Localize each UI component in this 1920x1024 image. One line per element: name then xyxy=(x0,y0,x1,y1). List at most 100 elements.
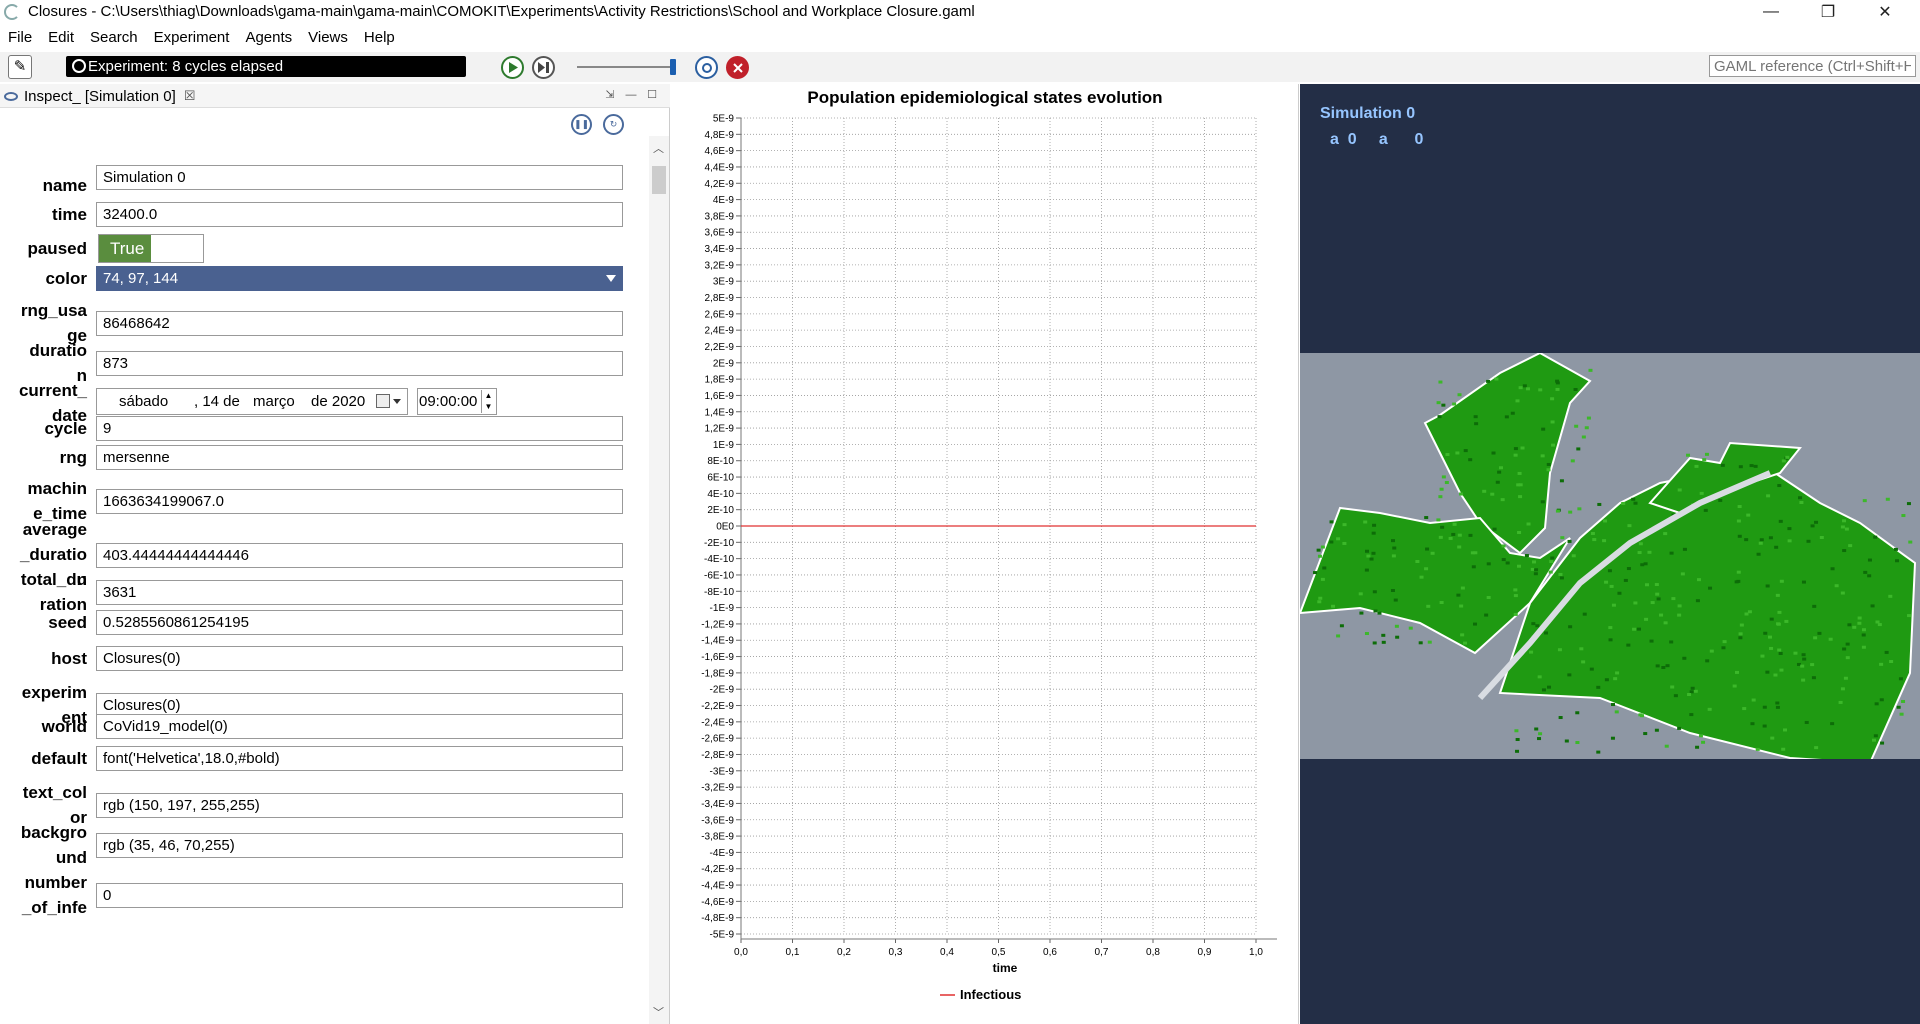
menu-edit[interactable]: Edit xyxy=(48,28,75,46)
x-axis-label: time xyxy=(993,961,1018,975)
menu-views[interactable]: Views xyxy=(308,28,348,46)
minimize-pane-icon[interactable]: — xyxy=(625,89,637,101)
y-tick-label: 4,4E-9 xyxy=(705,162,735,173)
y-tick-label: -6E-10 xyxy=(704,570,734,581)
attribute-value-field[interactable]: 74, 97, 144 xyxy=(96,266,623,291)
restore-button[interactable]: ❐ xyxy=(1820,3,1836,21)
refresh-icon[interactable]: ↻ xyxy=(603,114,624,135)
attribute-value-field[interactable]: 1663634199067.0 xyxy=(96,489,623,514)
edit-icon[interactable]: ✎ xyxy=(8,55,32,79)
attribute-value-field[interactable]: Simulation 0 xyxy=(96,165,623,190)
attribute-label: host xyxy=(51,649,87,668)
current-date-picker[interactable]: sábado , 14 de março de 2020 xyxy=(96,388,408,415)
pause-icon[interactable]: ❚❚ xyxy=(571,114,592,135)
city-map[interactable] xyxy=(1300,353,1920,759)
speed-slider-track[interactable] xyxy=(577,66,673,68)
attribute-label: time xyxy=(52,205,87,224)
calendar-icon[interactable] xyxy=(376,394,390,408)
legend-label-infectious: Infectious xyxy=(960,987,1021,1002)
attribute-value-field[interactable]: 86468642 xyxy=(96,311,623,336)
y-tick-label: -4,8E-9 xyxy=(701,913,734,924)
menu-agents[interactable]: Agents xyxy=(245,28,293,46)
x-tick-label: 0,3 xyxy=(889,947,903,958)
attribute-label: current_ date xyxy=(18,381,87,425)
attribute-label: number _of_infe xyxy=(21,873,87,917)
attribute-value-field[interactable]: mersenne xyxy=(96,445,623,470)
y-tick-label: 2,2E-9 xyxy=(705,342,735,353)
city-map-canvas xyxy=(1300,353,1917,759)
dropdown-arrow-icon[interactable] xyxy=(606,275,616,282)
attribute-value-field[interactable]: CoVid19_model(0) xyxy=(96,714,623,739)
attribute-value-field[interactable]: 32400.0 xyxy=(96,202,623,227)
play-icon[interactable] xyxy=(501,56,524,79)
maximize-pane-icon[interactable]: ☐ xyxy=(647,89,657,101)
attribute-value: 0 xyxy=(103,887,112,904)
scroll-up-icon[interactable]: ︿ xyxy=(653,143,664,155)
x-tick-label: 0,5 xyxy=(992,947,1006,958)
scrollbar-thumb[interactable] xyxy=(652,166,666,194)
chart-title: Population epidemiological states evolut… xyxy=(807,88,1162,107)
experiment-status[interactable]: Experiment: 8 cycles elapsed xyxy=(66,56,466,77)
attribute-value-field[interactable]: 0.5285560861254195 xyxy=(96,610,623,635)
attribute-value-field[interactable]: 3631 xyxy=(96,580,623,605)
attribute-value-field[interactable]: rgb (150, 197, 255,255) xyxy=(96,793,623,818)
attribute-value-field[interactable]: 9 xyxy=(96,416,623,441)
attribute-value-field[interactable]: font('Helvetica',18.0,#bold) xyxy=(96,746,623,771)
menu-file[interactable]: File xyxy=(8,28,33,46)
speed-slider-thumb[interactable] xyxy=(670,59,676,75)
attribute-value-field[interactable]: rgb (35, 46, 70,255) xyxy=(96,833,623,858)
y-tick-label: 1,6E-9 xyxy=(705,391,735,402)
attribute-value: 3631 xyxy=(103,584,137,601)
menu-search[interactable]: Search xyxy=(90,28,138,46)
y-tick-label: 3,6E-9 xyxy=(705,228,735,239)
y-tick-label: -2,2E-9 xyxy=(701,701,734,712)
x-tick-label: 0,7 xyxy=(1095,947,1109,958)
attribute-label: name xyxy=(42,176,87,195)
attribute-value-field[interactable]: Closures(0) xyxy=(96,646,623,671)
tab-close-icon[interactable]: ☒ xyxy=(183,88,196,103)
attribute-row-machine-time: machin e_time 1663634199067.0 xyxy=(0,476,650,526)
gaml-reference-search-input[interactable] xyxy=(1709,55,1916,77)
menu-experiment[interactable]: Experiment xyxy=(153,28,230,46)
date-year[interactable]: de 2020 xyxy=(311,393,366,410)
date-weekday[interactable]: sábado xyxy=(119,393,169,410)
attribute-value-field[interactable]: Closures(0) xyxy=(96,693,623,718)
inspector-panel: Inspect_ [Simulation 0] ☒ ⇲ — ☐ ❚❚ ↻ nam… xyxy=(0,84,670,1024)
attribute-value: 32400.0 xyxy=(103,206,158,223)
inspector-scrollbar[interactable]: ︿ ﹀ xyxy=(649,136,669,1024)
y-tick-label: 4,8E-9 xyxy=(705,130,735,141)
close-experiment-icon[interactable] xyxy=(726,56,749,79)
attribute-value: 74, 97, 144 xyxy=(103,270,179,287)
x-tick-label: 0,0 xyxy=(734,947,748,958)
attribute-label: rng xyxy=(59,448,87,467)
inspector-tab[interactable]: Inspect_ [Simulation 0] ☒ xyxy=(4,86,195,106)
date-day[interactable]: , 14 de xyxy=(194,393,240,410)
scroll-down-icon[interactable]: ﹀ xyxy=(653,1007,664,1019)
collapse-icon[interactable]: ⇲ xyxy=(605,89,615,101)
attribute-row-number-of-infe: number _of_infe 0 xyxy=(0,870,650,920)
attribute-label: duratio n xyxy=(29,341,87,385)
title-bar: Closures - C:\Users\thiag\Downloads\gama… xyxy=(0,0,1920,23)
time-stepper-icon[interactable]: ▲ ▼ xyxy=(481,390,495,413)
close-window-button[interactable]: ✕ xyxy=(1878,3,1892,21)
attribute-label: default xyxy=(31,749,87,768)
chevron-down-icon[interactable] xyxy=(393,399,401,404)
attribute-label: machin e_time xyxy=(27,479,87,523)
paused-toggle[interactable]: True xyxy=(98,234,204,263)
y-tick-label: 3E-9 xyxy=(713,277,735,288)
attribute-value-field[interactable]: 403.44444444444446 xyxy=(96,542,623,568)
minimize-button[interactable]: — xyxy=(1763,2,1779,20)
attribute-value-field[interactable]: 873 xyxy=(96,351,623,376)
menu-bar: File Edit Search Experiment Agents Views… xyxy=(0,25,409,49)
attribute-value-field[interactable]: 0 xyxy=(96,883,623,908)
y-tick-label: -2,4E-9 xyxy=(701,717,734,728)
menu-help[interactable]: Help xyxy=(363,28,395,46)
x-tick-label: 0,1 xyxy=(786,947,800,958)
reload-icon[interactable] xyxy=(695,56,718,79)
date-month[interactable]: março xyxy=(253,393,295,410)
current-time-field[interactable]: 09:00:00 ▲ ▼ xyxy=(417,388,497,415)
attribute-value: 86468642 xyxy=(103,315,170,332)
attribute-value: Closures(0) xyxy=(103,697,181,714)
step-icon[interactable] xyxy=(532,56,555,79)
attribute-row-default: default font('Helvetica',18.0,#bold) xyxy=(0,746,650,771)
